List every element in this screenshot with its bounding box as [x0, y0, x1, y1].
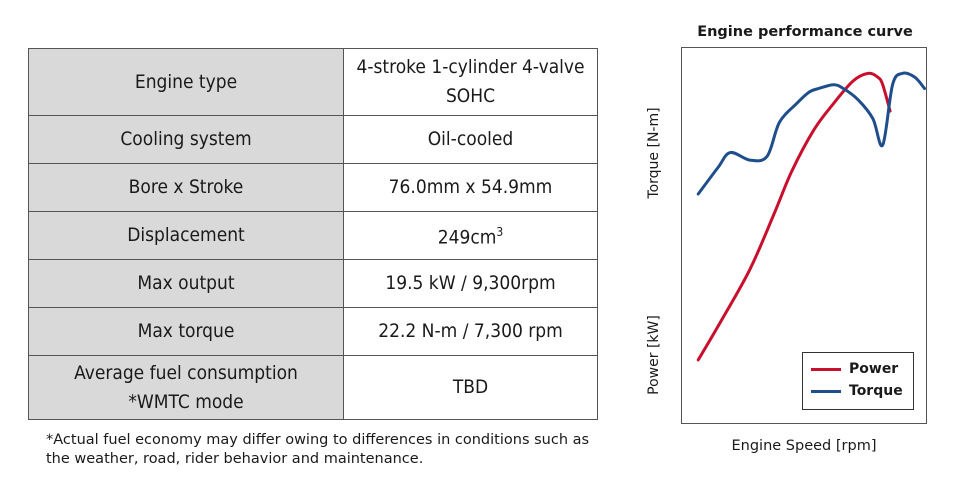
chart-title: Engine performance curve [697, 24, 913, 40]
legend-label-torque: Torque [849, 383, 903, 399]
spec-value: 76.0mm x 54.9mm [343, 163, 598, 212]
series-line-torque [696, 71, 927, 196]
spec-label: Average fuel consumption *WMTC mode [28, 355, 344, 420]
displacement-superscript: 3 [496, 225, 504, 240]
spec-label: Max torque [28, 307, 344, 356]
spec-label: Max output [28, 259, 344, 308]
plot-area [696, 71, 927, 362]
x-axis-label: Engine Speed [rpm] [731, 438, 877, 454]
spec-label: Cooling system [28, 115, 344, 164]
spec-label: Displacement [28, 211, 344, 260]
spec-value: Oil-cooled [343, 115, 598, 164]
y-axis-label-power: Power [kW] [646, 315, 662, 395]
legend-item-torque: Torque [811, 383, 903, 399]
series-line-power [696, 71, 892, 362]
spec-value: 22.2 N-m / 7,300 rpm [343, 307, 598, 356]
legend-item-power: Power [811, 361, 898, 377]
spec-row-bore-stroke: Bore x Stroke 76.0mm x 54.9mm [28, 163, 598, 212]
spec-label: Engine type [28, 48, 344, 116]
spec-row-cooling-system: Cooling system Oil-cooled [28, 115, 598, 164]
spec-value: 249cm3 [343, 211, 598, 260]
spec-value: 19.5 kW / 9,300rpm [343, 259, 598, 308]
spec-row-displacement: Displacement 249cm3 [28, 211, 598, 260]
legend: Power Torque [802, 352, 914, 410]
spec-value: TBD [343, 355, 598, 420]
legend-swatch-torque [811, 389, 841, 393]
spec-row-max-output: Max output 19.5 kW / 9,300rpm [28, 259, 598, 308]
footnote: *Actual fuel economy may differ owing to… [46, 432, 590, 467]
displacement-number: 249cm [437, 226, 497, 249]
legend-swatch-power [811, 367, 841, 371]
spec-label: Bore x Stroke [28, 163, 344, 212]
spec-row-fuel-consumption: Average fuel consumption *WMTC mode TBD [28, 355, 598, 420]
legend-label-power: Power [849, 361, 899, 377]
spec-row-engine-type: Engine type 4-stroke 1-cylinder 4-valve … [28, 48, 598, 116]
spec-row-max-torque: Max torque 22.2 N-m / 7,300 rpm [28, 307, 598, 356]
chart-frame [681, 47, 927, 424]
y-axis-label-torque: Torque [N-m] [646, 107, 662, 199]
spec-table: Engine type 4-stroke 1-cylinder 4-valve … [28, 48, 598, 420]
spec-value: 4-stroke 1-cylinder 4-valve SOHC [343, 48, 598, 116]
